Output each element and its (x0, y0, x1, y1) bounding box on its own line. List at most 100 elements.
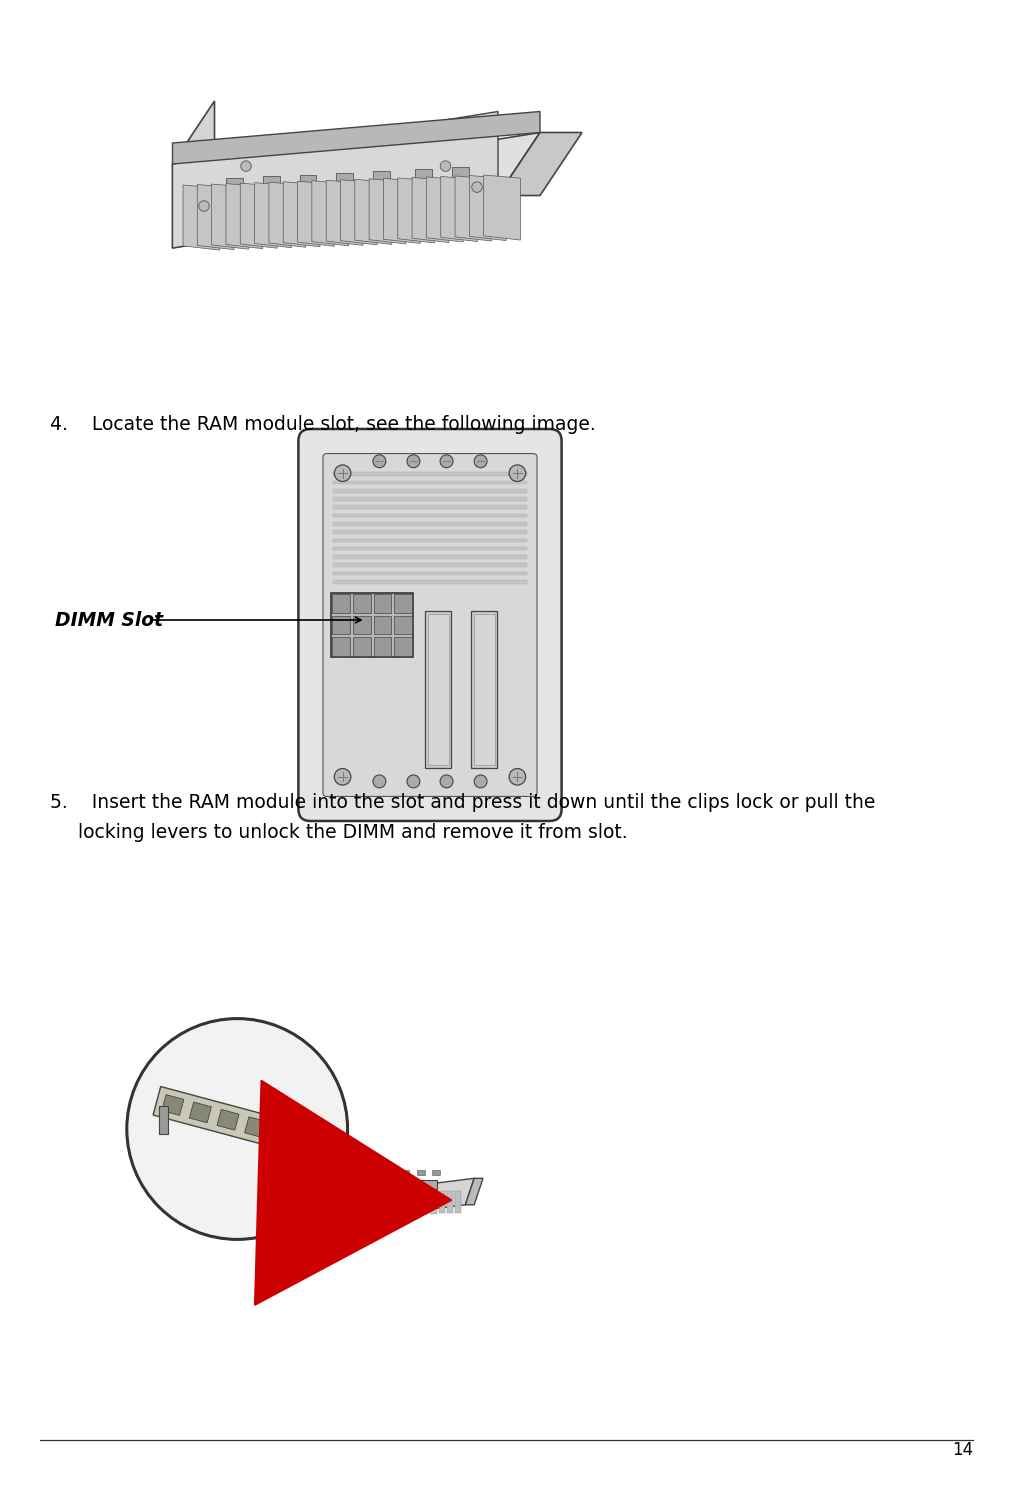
Bar (422, 1192, 428, 1214)
Bar (333, 481, 527, 484)
Polygon shape (153, 1087, 303, 1153)
Circle shape (127, 1018, 347, 1240)
Polygon shape (254, 183, 292, 247)
Bar (452, 166, 469, 181)
Bar (332, 638, 349, 656)
Bar (394, 638, 412, 656)
Polygon shape (272, 1124, 294, 1145)
Polygon shape (412, 177, 449, 243)
Bar (374, 615, 391, 635)
Bar (398, 1193, 404, 1214)
Circle shape (474, 775, 487, 787)
Polygon shape (441, 177, 477, 241)
Bar (401, 1171, 409, 1175)
Circle shape (440, 775, 453, 787)
Polygon shape (377, 1168, 386, 1216)
Bar (353, 615, 371, 635)
Bar (226, 178, 243, 193)
Bar (333, 555, 527, 558)
Bar (333, 563, 527, 567)
Bar (416, 1171, 424, 1175)
Bar (333, 490, 527, 493)
Circle shape (373, 775, 386, 787)
Bar (353, 594, 371, 612)
Polygon shape (198, 184, 234, 250)
Polygon shape (212, 184, 248, 249)
Text: locking levers to unlock the DIMM and remove it from slot.: locking levers to unlock the DIMM and re… (78, 823, 628, 841)
Polygon shape (159, 1106, 168, 1133)
Circle shape (334, 768, 350, 784)
Circle shape (440, 455, 453, 467)
Bar (333, 579, 527, 584)
Bar (414, 1192, 420, 1214)
Polygon shape (426, 177, 463, 243)
Circle shape (510, 466, 526, 482)
Polygon shape (244, 1117, 266, 1138)
Bar (447, 1192, 453, 1213)
Polygon shape (298, 181, 334, 247)
Bar (382, 1193, 388, 1216)
Text: DIMM Slot: DIMM Slot (55, 611, 163, 630)
Polygon shape (172, 111, 498, 249)
Circle shape (441, 160, 451, 171)
Circle shape (407, 455, 419, 467)
Bar (333, 506, 527, 509)
Polygon shape (183, 186, 220, 250)
Bar (374, 594, 391, 612)
Bar (415, 169, 432, 184)
Polygon shape (226, 184, 262, 249)
Polygon shape (312, 181, 348, 246)
Polygon shape (355, 180, 392, 244)
Bar (300, 175, 316, 189)
Polygon shape (268, 183, 306, 247)
Polygon shape (465, 1178, 483, 1205)
Circle shape (199, 201, 210, 211)
Text: 14: 14 (952, 1442, 973, 1460)
Circle shape (472, 181, 482, 192)
Polygon shape (398, 178, 435, 243)
Bar (333, 530, 527, 534)
Text: 4.    Locate the RAM module slot, see the following image.: 4. Locate the RAM module slot, see the f… (50, 415, 596, 434)
Bar (333, 546, 527, 551)
Bar (332, 594, 349, 612)
Bar (386, 1171, 394, 1175)
Bar (374, 638, 391, 656)
Bar (425, 611, 451, 768)
Bar (336, 172, 354, 187)
Bar (330, 593, 413, 657)
Polygon shape (369, 178, 406, 244)
FancyBboxPatch shape (299, 430, 561, 820)
Circle shape (510, 768, 526, 784)
Bar (406, 1192, 412, 1214)
FancyBboxPatch shape (323, 454, 537, 796)
Polygon shape (384, 178, 420, 244)
Polygon shape (455, 177, 491, 241)
Bar (428, 614, 449, 765)
Bar (333, 522, 527, 525)
Bar (471, 611, 497, 768)
Bar (433, 1171, 441, 1175)
Polygon shape (284, 181, 320, 247)
Polygon shape (483, 175, 521, 240)
Bar (333, 539, 527, 542)
Bar (455, 1192, 461, 1213)
Polygon shape (498, 133, 582, 196)
Circle shape (241, 160, 251, 171)
Polygon shape (172, 133, 540, 249)
Polygon shape (172, 111, 540, 165)
Circle shape (474, 455, 487, 467)
Polygon shape (162, 1094, 183, 1115)
Bar (390, 1193, 396, 1214)
Bar (333, 572, 527, 575)
Bar (373, 171, 390, 186)
Bar (394, 594, 412, 612)
Bar (412, 1180, 437, 1189)
Bar (439, 1192, 445, 1214)
Polygon shape (172, 100, 215, 249)
Bar (333, 497, 527, 501)
Polygon shape (217, 1109, 239, 1130)
Polygon shape (340, 180, 377, 246)
Bar (474, 614, 494, 765)
Circle shape (373, 455, 386, 467)
Polygon shape (189, 1102, 212, 1123)
